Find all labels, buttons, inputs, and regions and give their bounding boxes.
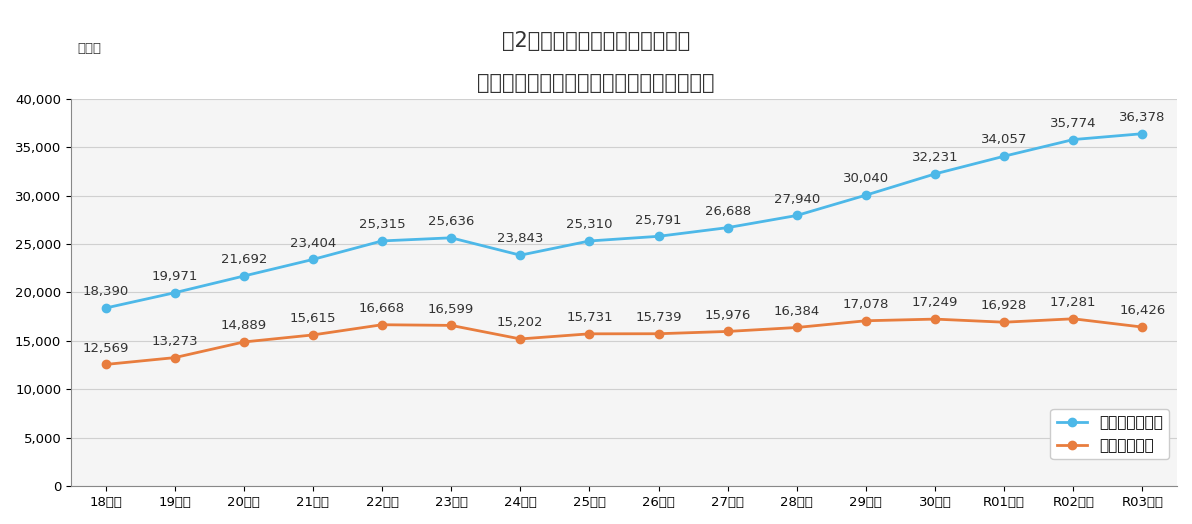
- Text: 25,315: 25,315: [359, 218, 405, 231]
- 相談・通報件数: [997, 153, 1011, 159]
- Text: 図2　養護者による高齢者虐待の: 図2 養護者による高齢者虐待の: [502, 31, 690, 51]
- 虐待判断件数: [1066, 315, 1080, 322]
- Legend: 相談・通報件数, 虐待判断件数: 相談・通報件数, 虐待判断件数: [1050, 409, 1169, 459]
- 虐待判断件数: [99, 362, 113, 368]
- Text: 30,040: 30,040: [843, 172, 889, 185]
- 相談・通報件数: [1135, 130, 1149, 137]
- Line: 相談・通報件数: 相談・通報件数: [101, 129, 1147, 312]
- Text: 25,791: 25,791: [635, 214, 682, 226]
- Line: 虐待判断件数: 虐待判断件数: [101, 314, 1147, 368]
- Text: 16,384: 16,384: [774, 305, 820, 318]
- 虐待判断件数: [168, 355, 182, 361]
- 相談・通報件数: [789, 212, 803, 219]
- Text: 21,692: 21,692: [221, 253, 267, 266]
- 虐待判断件数: [997, 319, 1011, 325]
- Text: 18,390: 18,390: [82, 286, 129, 298]
- Text: 17,249: 17,249: [912, 297, 958, 309]
- Text: 16,599: 16,599: [428, 303, 474, 315]
- Text: 14,889: 14,889: [221, 319, 267, 332]
- 虐待判断件数: [1135, 324, 1149, 330]
- 相談・通報件数: [99, 305, 113, 311]
- Text: 25,636: 25,636: [428, 215, 474, 228]
- Text: 16,426: 16,426: [1119, 304, 1166, 318]
- Text: 25,310: 25,310: [566, 219, 613, 231]
- Text: 32,231: 32,231: [912, 151, 958, 164]
- 相談・通報件数: [1066, 136, 1080, 143]
- Text: 15,976: 15,976: [704, 309, 751, 322]
- 虐待判断件数: [927, 316, 942, 322]
- Text: 17,281: 17,281: [1050, 296, 1097, 309]
- 虐待判断件数: [237, 339, 252, 345]
- Text: 19,971: 19,971: [151, 270, 198, 283]
- 相談・通報件数: [443, 235, 458, 241]
- Text: 23,843: 23,843: [497, 233, 544, 245]
- Text: 17,078: 17,078: [843, 298, 889, 311]
- 虐待判断件数: [513, 336, 527, 342]
- 相談・通報件数: [582, 238, 596, 244]
- Text: 27,940: 27,940: [774, 193, 820, 206]
- 虐待判断件数: [789, 324, 803, 331]
- 相談・通報件数: [306, 256, 321, 263]
- 虐待判断件数: [375, 322, 390, 328]
- Text: 35,774: 35,774: [1050, 117, 1097, 130]
- 虐待判断件数: [651, 331, 665, 337]
- Text: 15,739: 15,739: [635, 311, 682, 324]
- Text: 34,057: 34,057: [981, 134, 1028, 147]
- Text: （件）: （件）: [77, 42, 101, 55]
- Text: 23,404: 23,404: [290, 237, 336, 250]
- 相談・通報件数: [375, 238, 390, 244]
- 相談・通報件数: [513, 252, 527, 258]
- 虐待判断件数: [720, 329, 734, 335]
- Text: 相談・通報件数と虐待判断件数の推移: 相談・通報件数と虐待判断件数の推移: [477, 73, 715, 93]
- Text: 15,202: 15,202: [497, 316, 544, 329]
- Text: 13,273: 13,273: [151, 335, 198, 348]
- 相談・通報件数: [651, 233, 665, 239]
- 虐待判断件数: [582, 331, 596, 337]
- Text: 26,688: 26,688: [704, 205, 751, 218]
- Text: 16,668: 16,668: [359, 302, 405, 315]
- Text: 15,615: 15,615: [290, 312, 336, 325]
- 相談・通報件数: [237, 273, 252, 279]
- 相談・通報件数: [720, 224, 734, 231]
- 虐待判断件数: [443, 322, 458, 329]
- 相談・通報件数: [168, 290, 182, 296]
- 虐待判断件数: [306, 332, 321, 338]
- Text: 16,928: 16,928: [981, 300, 1028, 312]
- Text: 15,731: 15,731: [566, 311, 613, 324]
- 相談・通報件数: [927, 171, 942, 177]
- 相談・通報件数: [858, 192, 873, 198]
- Text: 36,378: 36,378: [1119, 111, 1166, 124]
- 虐待判断件数: [858, 318, 873, 324]
- Text: 12,569: 12,569: [82, 342, 129, 355]
